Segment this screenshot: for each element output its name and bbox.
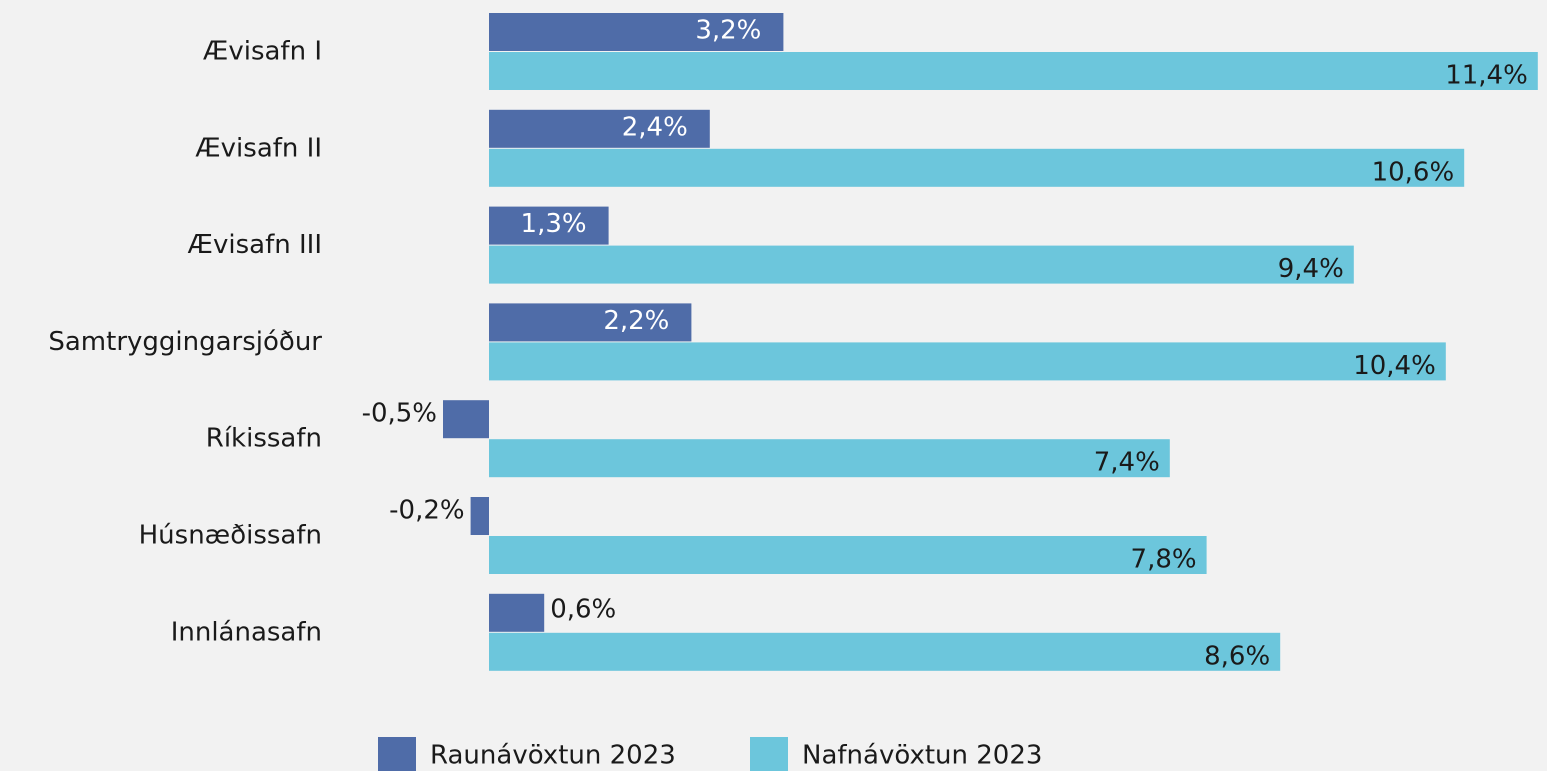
- legend-label: Nafnávöxtun 2023: [802, 741, 1042, 771]
- bar: [489, 632, 1281, 671]
- category-label: Ævisafn II: [195, 133, 322, 163]
- data-label: 1,3%: [521, 209, 587, 239]
- category-label: Ævisafn I: [203, 37, 322, 67]
- data-label: 2,2%: [603, 306, 669, 336]
- bar: [489, 245, 1354, 284]
- category-label: Húsnæðissafn: [139, 521, 322, 551]
- data-label: -0,5%: [362, 399, 437, 429]
- data-label: 11,4%: [1445, 61, 1528, 91]
- category-label: Samtryggingarsjóður: [48, 327, 322, 357]
- data-label: 8,6%: [1204, 641, 1270, 671]
- bar: [489, 109, 710, 148]
- data-label: 10,4%: [1353, 351, 1436, 381]
- data-label: 9,4%: [1278, 254, 1344, 284]
- legend-label: Raunávöxtun 2023: [430, 741, 676, 771]
- bar: [443, 400, 489, 439]
- category-label: Ríkissafn: [206, 424, 322, 454]
- data-label: 7,4%: [1094, 448, 1160, 478]
- bar: [489, 52, 1538, 90]
- category-label: Innlánasafn: [171, 617, 322, 647]
- legend-swatch: [750, 737, 788, 771]
- data-label: 3,2%: [695, 16, 761, 46]
- data-label: -0,2%: [389, 496, 464, 526]
- bar: [489, 13, 784, 51]
- bar: [489, 303, 692, 342]
- category-label: Ævisafn III: [188, 230, 322, 260]
- bar: [489, 342, 1446, 381]
- legend-swatch: [378, 737, 416, 771]
- data-label: 7,8%: [1131, 545, 1197, 575]
- bar: [470, 497, 489, 535]
- bar: [489, 593, 545, 632]
- bar: [489, 206, 609, 245]
- bar: [489, 439, 1170, 478]
- bar: [489, 536, 1207, 574]
- data-label: 0,6%: [550, 594, 616, 624]
- data-label: 2,4%: [622, 112, 688, 142]
- bar: [489, 148, 1465, 187]
- data-label: 10,6%: [1372, 157, 1455, 187]
